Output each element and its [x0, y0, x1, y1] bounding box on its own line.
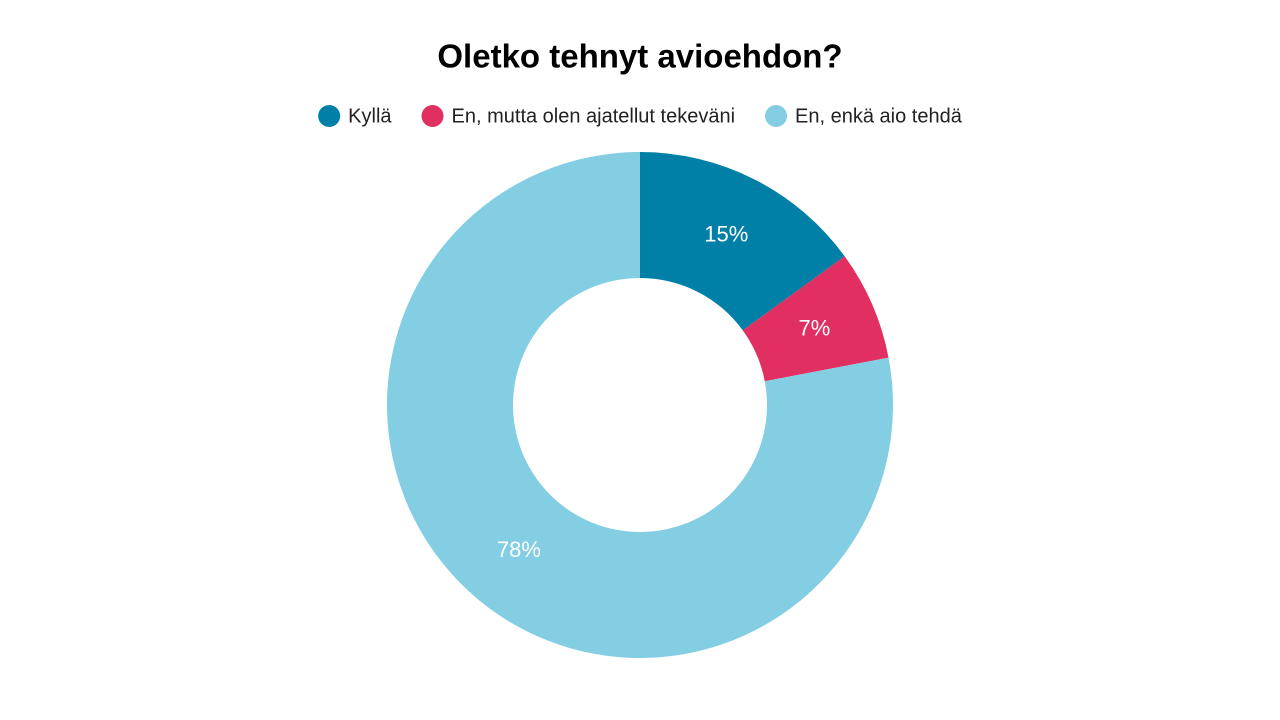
legend-marker	[421, 105, 444, 127]
legend-marker	[318, 105, 341, 127]
legend-label: En, mutta olen ajatellut tekeväni	[452, 105, 736, 127]
value-label: 7%	[798, 315, 830, 340]
slice	[387, 152, 893, 659]
chart-title: Oletko tehnyt avioehdon?	[437, 38, 842, 75]
value-label: 15%	[704, 222, 748, 247]
legend-label: Kyllä	[348, 105, 392, 127]
value-label: 78%	[497, 537, 541, 562]
legend-marker	[765, 105, 788, 127]
legend-label: En, enkä aio tehdä	[795, 105, 963, 127]
legend: Kyllä En, mutta olen ajatellut tekeväni En…	[318, 105, 963, 127]
slice	[742, 256, 889, 382]
slice	[640, 152, 845, 331]
